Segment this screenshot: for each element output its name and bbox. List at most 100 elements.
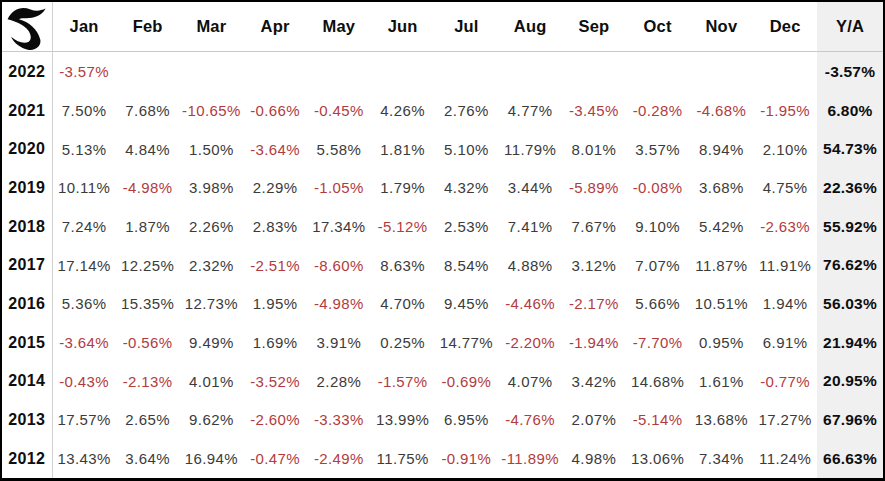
- column-header-apr: Apr: [243, 2, 307, 52]
- month-cell: [371, 52, 435, 92]
- column-header-ya: Y/A: [817, 2, 883, 52]
- logo-cell: [2, 2, 52, 52]
- month-cell: 3.57%: [626, 130, 690, 169]
- month-cell: 9.45%: [435, 285, 499, 324]
- month-cell: 15.35%: [116, 285, 180, 324]
- table-row-2014: 2014-0.43%-2.13%4.01%-3.52%2.28%-1.57%-0…: [2, 362, 883, 401]
- table-row-2019: 201910.11%-4.98%3.98%2.29%-1.05%1.79%4.3…: [2, 169, 883, 208]
- month-cell: 13.43%: [52, 439, 116, 478]
- month-cell: 12.73%: [180, 285, 244, 324]
- month-cell: -0.66%: [243, 91, 307, 130]
- month-cell: 8.01%: [562, 130, 626, 169]
- month-cell: -8.60%: [307, 246, 371, 285]
- month-cell: 1.94%: [753, 285, 817, 324]
- month-cell: [180, 52, 244, 92]
- month-cell: 7.68%: [116, 91, 180, 130]
- brand-swoosh-logo-icon: [5, 5, 49, 51]
- month-cell: 4.70%: [371, 285, 435, 324]
- month-cell: 8.94%: [690, 130, 754, 169]
- month-cell: 17.57%: [52, 401, 116, 440]
- column-header-may: May: [307, 2, 371, 52]
- month-cell: 8.54%: [435, 246, 499, 285]
- month-cell: 3.68%: [690, 169, 754, 208]
- month-cell: 12.25%: [116, 246, 180, 285]
- month-cell: -5.14%: [626, 401, 690, 440]
- month-cell: -3.52%: [243, 362, 307, 401]
- month-cell: [753, 52, 817, 92]
- year-label: 2018: [2, 207, 52, 246]
- month-cell: 2.07%: [562, 401, 626, 440]
- year-label: 2022: [2, 52, 52, 92]
- table-row-2022: 2022-3.57%-3.57%: [2, 52, 883, 92]
- month-cell: -4.68%: [690, 91, 754, 130]
- month-cell: [116, 52, 180, 92]
- month-cell: 9.49%: [180, 323, 244, 362]
- ya-total-cell: 56.03%: [817, 285, 883, 324]
- month-cell: 14.68%: [626, 362, 690, 401]
- month-cell: [307, 52, 371, 92]
- year-label: 2014: [2, 362, 52, 401]
- month-cell: -3.64%: [52, 323, 116, 362]
- month-cell: 5.58%: [307, 130, 371, 169]
- column-header-sep: Sep: [562, 2, 626, 52]
- month-cell: -1.57%: [371, 362, 435, 401]
- month-cell: 4.75%: [753, 169, 817, 208]
- month-cell: 4.84%: [116, 130, 180, 169]
- month-cell: -2.51%: [243, 246, 307, 285]
- ya-total-cell: 67.96%: [817, 401, 883, 440]
- month-cell: 1.61%: [690, 362, 754, 401]
- month-cell: -2.49%: [307, 439, 371, 478]
- month-cell: -1.94%: [562, 323, 626, 362]
- month-cell: 2.83%: [243, 207, 307, 246]
- column-header-mar: Mar: [180, 2, 244, 52]
- column-header-dec: Dec: [753, 2, 817, 52]
- column-header-jul: Jul: [435, 2, 499, 52]
- month-cell: 2.28%: [307, 362, 371, 401]
- month-cell: [626, 52, 690, 92]
- ya-total-cell: 55.92%: [817, 207, 883, 246]
- month-cell: 3.44%: [498, 169, 562, 208]
- year-label: 2016: [2, 285, 52, 324]
- month-cell: 7.34%: [690, 439, 754, 478]
- month-cell: 17.34%: [307, 207, 371, 246]
- month-cell: 11.75%: [371, 439, 435, 478]
- month-cell: 9.10%: [626, 207, 690, 246]
- month-cell: -1.95%: [753, 91, 817, 130]
- year-label: 2015: [2, 323, 52, 362]
- month-cell: 14.77%: [435, 323, 499, 362]
- year-label: 2019: [2, 169, 52, 208]
- table-row-2017: 201717.14%12.25%2.32%-2.51%-8.60%8.63%8.…: [2, 246, 883, 285]
- month-cell: 10.51%: [690, 285, 754, 324]
- month-cell: 3.98%: [180, 169, 244, 208]
- month-cell: 13.06%: [626, 439, 690, 478]
- table-row-2013: 201317.57%2.65%9.62%-2.60%-3.33%13.99%6.…: [2, 401, 883, 440]
- month-cell: [435, 52, 499, 92]
- month-cell: -0.28%: [626, 91, 690, 130]
- year-label: 2020: [2, 130, 52, 169]
- month-cell: 0.95%: [690, 323, 754, 362]
- month-cell: 7.50%: [52, 91, 116, 130]
- month-cell: -5.89%: [562, 169, 626, 208]
- month-cell: 5.10%: [435, 130, 499, 169]
- month-cell: -5.12%: [371, 207, 435, 246]
- month-cell: -3.64%: [243, 130, 307, 169]
- month-cell: [243, 52, 307, 92]
- month-cell: 8.63%: [371, 246, 435, 285]
- month-cell: -0.77%: [753, 362, 817, 401]
- month-cell: 3.91%: [307, 323, 371, 362]
- month-cell: 4.88%: [498, 246, 562, 285]
- month-cell: 4.32%: [435, 169, 499, 208]
- table-row-2020: 20205.13%4.84%1.50%-3.64%5.58%1.81%5.10%…: [2, 130, 883, 169]
- month-cell: 2.53%: [435, 207, 499, 246]
- month-cell: -7.70%: [626, 323, 690, 362]
- ya-total-cell: 20.95%: [817, 362, 883, 401]
- month-cell: 5.13%: [52, 130, 116, 169]
- ya-total-cell: -3.57%: [817, 52, 883, 92]
- month-cell: -0.47%: [243, 439, 307, 478]
- month-cell: -4.76%: [498, 401, 562, 440]
- month-cell: -2.60%: [243, 401, 307, 440]
- month-cell: 1.50%: [180, 130, 244, 169]
- month-cell: 2.32%: [180, 246, 244, 285]
- column-header-oct: Oct: [626, 2, 690, 52]
- month-cell: 1.95%: [243, 285, 307, 324]
